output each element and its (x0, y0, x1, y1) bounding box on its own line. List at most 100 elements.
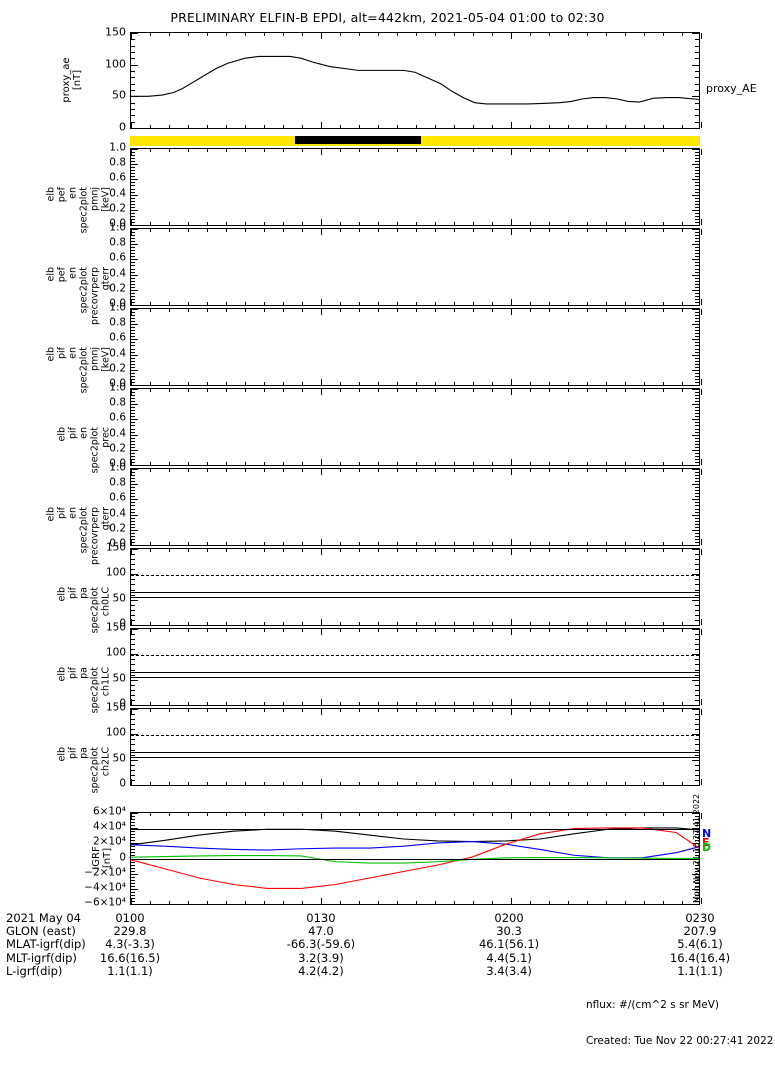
y-tick (131, 253, 135, 255)
y-tick (131, 861, 135, 863)
x-tick (302, 901, 303, 904)
x-tick (283, 542, 284, 545)
bottom-row-label: MLAT-igrf(dip) (6, 937, 86, 952)
y-tick (692, 785, 699, 786)
x-tick (454, 702, 455, 705)
x-tick (302, 222, 303, 225)
x-tick (644, 382, 645, 385)
x-tick (340, 302, 341, 305)
y-tick (695, 238, 699, 240)
y-tick (695, 250, 699, 252)
x-tick (302, 33, 303, 36)
x-tick (169, 469, 170, 472)
y-tick (695, 115, 699, 117)
x-tick (663, 229, 664, 232)
y-tick (131, 286, 135, 288)
x-tick (682, 462, 683, 465)
x-tick (283, 782, 284, 785)
x-tick (169, 622, 170, 625)
x-tick (587, 462, 588, 465)
x-tick (511, 122, 512, 128)
x-tick (340, 782, 341, 785)
y-tick (131, 315, 135, 317)
x-tick-time-label: 0200 (494, 911, 524, 925)
x-tick (131, 619, 132, 625)
y-tick (131, 128, 138, 129)
x-tick (188, 782, 189, 785)
panel-elb_pif_en_spec2plot_precovrperp_gterr (130, 468, 702, 546)
y-tick (131, 876, 135, 878)
x-tick (454, 813, 455, 816)
y-tick (131, 654, 138, 656)
x-tick (207, 813, 208, 816)
y-tick (131, 232, 135, 234)
y-tick (692, 514, 699, 516)
panel-elb_pif_pa_spec2plot_ch0LC (130, 548, 702, 626)
x-tick (587, 382, 588, 385)
y-tick (695, 176, 699, 178)
bottom-row-value: 3.4(3.4) (486, 963, 532, 978)
y-tick (131, 644, 135, 646)
y-tick (131, 734, 138, 736)
x-tick (397, 549, 398, 552)
y-tick (131, 149, 138, 150)
series-D (130, 855, 700, 864)
x-tick (682, 222, 683, 225)
y-tick (695, 357, 699, 359)
y-tick (695, 535, 699, 537)
x-tick (663, 901, 664, 904)
x-tick (625, 813, 626, 816)
x-tick (625, 542, 626, 545)
loss-cone-line (131, 671, 699, 673)
y-tick (131, 389, 138, 390)
x-tick (207, 542, 208, 545)
x-tick (511, 629, 512, 635)
x-tick (283, 629, 284, 632)
y-tick (695, 109, 699, 110)
x-tick (245, 469, 246, 472)
x-tick (245, 309, 246, 312)
y-tick-label: 0 (119, 617, 126, 630)
x-tick (492, 901, 493, 904)
y-tick (695, 754, 699, 756)
y-tick (131, 235, 135, 237)
x-tick (359, 813, 360, 816)
x-tick (530, 389, 531, 392)
y-tick (692, 339, 699, 341)
y-tick (131, 625, 138, 626)
y-tick (131, 324, 138, 326)
x-tick (131, 33, 132, 39)
x-tick (245, 702, 246, 705)
y-tick (695, 511, 699, 513)
x-tick (397, 469, 398, 472)
y-tick-label: 0.4 (109, 507, 126, 520)
x-tick (397, 222, 398, 225)
x-tick (416, 302, 417, 305)
x-tick (606, 901, 607, 904)
y-tick (695, 446, 699, 448)
x-tick (644, 302, 645, 305)
x-tick (359, 901, 360, 904)
y-tick (131, 724, 135, 726)
y-tick (695, 200, 699, 202)
x-tick (264, 813, 265, 816)
x-tick (530, 229, 531, 232)
y-tick (695, 589, 699, 591)
y-tick (695, 523, 699, 525)
x-tick (226, 389, 227, 392)
x-tick (169, 389, 170, 392)
y-tick (695, 490, 699, 492)
x-tick (530, 782, 531, 785)
panel-elb_pif_en_spec2plot_prec (130, 388, 702, 466)
y-tick (131, 629, 138, 630)
y-tick-label: 0.6 (109, 491, 126, 504)
x-tick (644, 222, 645, 225)
x-tick (321, 229, 322, 235)
x-tick (663, 33, 664, 36)
y-tick (131, 64, 138, 66)
y-tick (695, 247, 699, 249)
x-tick (188, 309, 189, 312)
x-tick (264, 549, 265, 552)
y-tick (692, 354, 699, 356)
y-tick (131, 825, 135, 827)
